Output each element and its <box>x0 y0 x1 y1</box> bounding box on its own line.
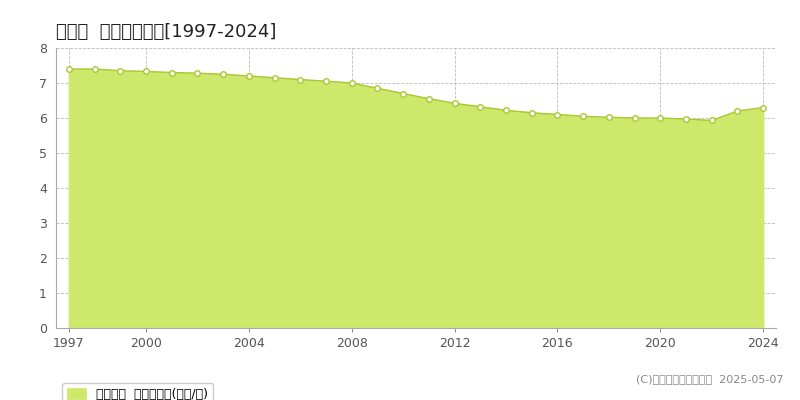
Legend: 基準地価  平均坪単価(万円/坪): 基準地価 平均坪単価(万円/坪) <box>62 383 213 400</box>
Text: 門川町  基準地価推移[1997-2024]: 門川町 基準地価推移[1997-2024] <box>56 23 276 41</box>
Text: (C)土地価格ドットコム  2025-05-07: (C)土地価格ドットコム 2025-05-07 <box>637 374 784 384</box>
